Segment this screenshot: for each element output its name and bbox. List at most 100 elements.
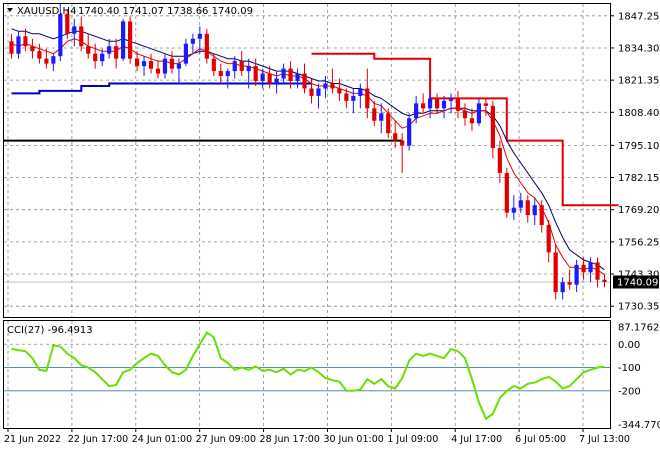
candle [183,38,188,67]
candle [197,26,202,54]
candle-body [428,98,433,109]
price-tick-label: 1730.35 [618,302,659,313]
candle [553,244,558,300]
candle [253,58,258,86]
candle-body [358,88,363,96]
candle [337,78,342,101]
candle [141,56,147,77]
candle [414,95,419,124]
candle-body [65,13,70,34]
candle [246,58,251,89]
candle-body [546,225,551,253]
time-tick-label: 27 Jun 09:00 [196,434,256,445]
candle-body [267,73,272,84]
price-tick-label: 1808.40 [618,108,659,119]
cci-tick-label: 87.1762 [618,323,659,334]
cci-tick-label: -100 [618,363,641,374]
candle [588,257,593,283]
candle-body [455,98,461,111]
candle [344,88,349,109]
candle [148,53,154,74]
candle [323,76,328,99]
candle-body [539,205,544,226]
candle-body [365,88,370,109]
time-tick-label: 24 Jun 01:00 [132,434,192,445]
candle-body [525,200,530,216]
time-tick-label: 4 Jul 17:00 [451,434,502,445]
candle [72,18,77,47]
candle [434,93,440,114]
candle-body [211,58,216,72]
candle [448,93,454,114]
candles [9,4,607,300]
candle [455,90,461,119]
candle [65,8,70,39]
candle-body [553,252,558,293]
time-axis: 21 Jun 2022 22 Jun 17:00 24 Jun 01:00 27 Ju… [4,428,630,445]
candle-body [86,46,91,54]
candle-body [497,148,502,173]
candle-body [372,108,377,121]
cci-grid [4,343,610,392]
candle [421,93,426,114]
candle-body [574,264,579,285]
candle-body [155,68,161,74]
time-tick-label: 28 Jun 17:00 [260,434,320,445]
candle-body [532,205,537,216]
candle [9,33,14,59]
candle-body [518,200,523,208]
time-tick-label: 7 Jul 13:00 [579,434,630,445]
candle [232,56,237,79]
candle-body [588,262,593,273]
candle-body [274,78,279,84]
candle [107,38,112,59]
candle-body [239,61,244,72]
candle [400,133,405,173]
candle [393,120,398,149]
candle [358,83,363,109]
candle [330,68,335,94]
candle-body [490,105,495,149]
candle-body [121,21,126,59]
candle-body [414,103,419,119]
candle [407,113,412,151]
candle [490,100,495,159]
candle [476,98,482,126]
time-tick-label: 22 Jun 17:00 [68,434,128,445]
candle [469,108,475,131]
candle [58,4,63,62]
candle-body [421,103,426,109]
time-tick-label: 1 Jul 09:00 [387,434,438,445]
cci-plot-frame [3,320,611,429]
candle [316,83,321,109]
chart-header: XAUUSD,H4 1740.40 1741.07 1738.66 1740.0… [7,6,253,17]
candle [518,192,523,213]
triangle-down-icon[interactable] [7,8,13,12]
candle [309,78,314,104]
cci-tick-label: 0.00 [618,340,640,351]
candle-body [560,282,565,293]
candle [260,68,265,89]
candle [274,71,279,94]
candle-body [253,66,258,82]
candle [134,51,140,72]
candle-body [134,58,140,67]
cci-tick-label: -200 [618,386,641,397]
candle [218,63,223,84]
candle-body [483,103,488,106]
candle-body [190,38,195,44]
horizontal-line[interactable] [4,139,610,283]
candle-body [148,61,154,69]
red-step-line [311,52,619,207]
candle-body [351,95,356,101]
candle [37,43,42,64]
candle [23,28,28,52]
candle-body [288,68,293,82]
candle-body [323,83,328,89]
price-tick-label: 1782.15 [618,173,659,184]
candle-body [393,133,398,141]
candle [100,48,105,67]
candle [176,58,182,84]
candle [44,48,49,69]
